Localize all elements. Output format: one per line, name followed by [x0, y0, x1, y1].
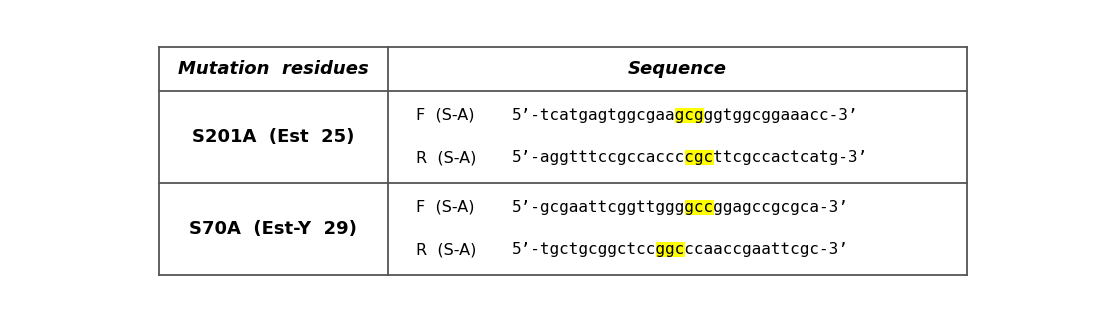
Text: F  (S-A): F (S-A) [415, 200, 474, 215]
Text: 5’-aggtttccgccaccccgc: 5’-aggtttccgccaccccgc [512, 150, 714, 165]
Bar [656, 242, 685, 257]
Text: 5’-gcgaattcggttggggccggagccgcgca-3’: 5’-gcgaattcggttggggccggagccgcgca-3’ [512, 200, 849, 215]
Text: 5’-tgctgcggctcc: 5’-tgctgcggctcc [512, 242, 656, 257]
Bar [685, 150, 714, 165]
Text: Sequence: Sequence [628, 60, 727, 78]
Bar [685, 200, 714, 215]
Bar [675, 108, 704, 123]
Text: 5’-aggtttccgccaccccgcttcgccactcatg-3’: 5’-aggtttccgccaccccgcttcgccactcatg-3’ [512, 150, 867, 165]
Text: R  (S-A): R (S-A) [415, 242, 475, 257]
Text: Mutation  residues: Mutation residues [178, 60, 369, 78]
Text: 5’-aggtttccgccaccc: 5’-aggtttccgccaccc [512, 150, 685, 165]
Text: 5’-tcatgagtggcgaagcg: 5’-tcatgagtggcgaagcg [512, 108, 704, 123]
Text: 5’-gcgaattcggttggg: 5’-gcgaattcggttggg [512, 200, 685, 215]
Text: 5’-tcatgagtggcgaagcgggtggcggaaacc-3’: 5’-tcatgagtggcgaagcgggtggcggaaacc-3’ [512, 108, 859, 123]
Text: 5’-tcatgagtggcgaa: 5’-tcatgagtggcgaa [512, 108, 675, 123]
Text: R  (S-A): R (S-A) [415, 150, 475, 165]
Text: 5’-gcgaattcggttggggcc: 5’-gcgaattcggttggggcc [512, 200, 714, 215]
Text: F  (S-A): F (S-A) [415, 108, 474, 123]
Text: 5’-tgctgcggctccggc: 5’-tgctgcggctccggc [512, 242, 685, 257]
Text: 5’-tgctgcggctccggcccaaccgaattcgc-3’: 5’-tgctgcggctccggcccaaccgaattcgc-3’ [512, 242, 849, 257]
Text: S201A  (Est  25): S201A (Est 25) [192, 128, 355, 146]
Text: S70A  (Est-Y  29): S70A (Est-Y 29) [190, 220, 357, 238]
